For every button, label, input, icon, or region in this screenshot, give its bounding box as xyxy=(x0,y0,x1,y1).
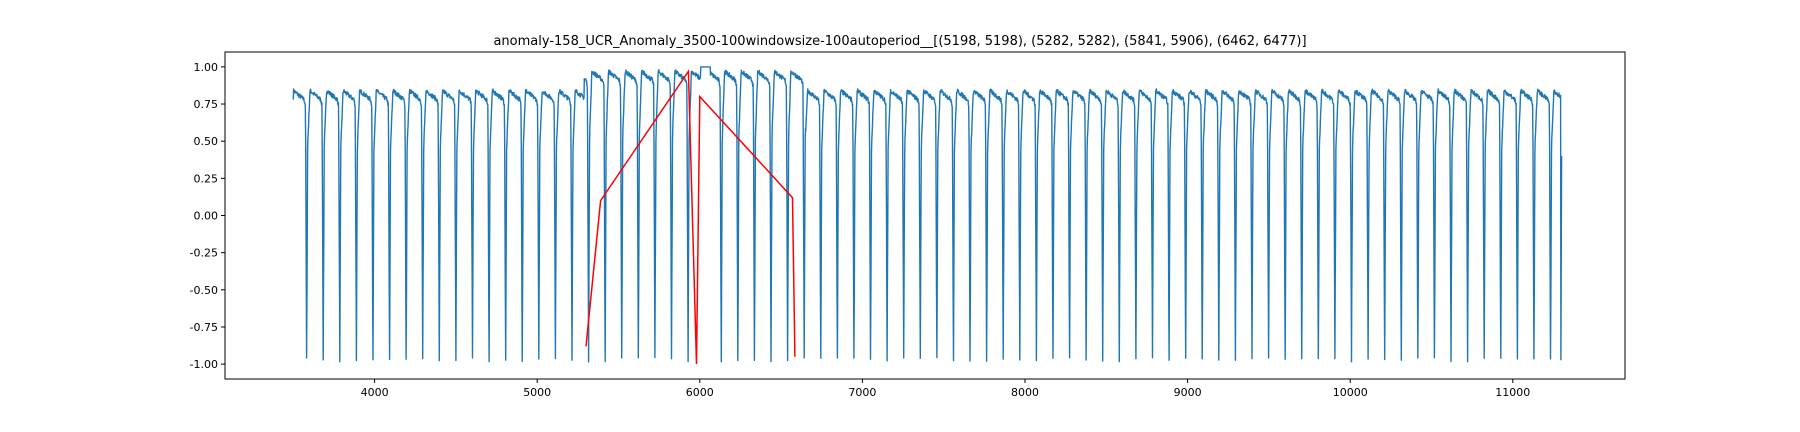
series-line-signal xyxy=(292,66,1563,363)
y-axis: 1.00 0.75 0.50 0.25 0.00 -0.25 -0.50 -0.75 -1.00 xyxy=(190,61,225,371)
y-tick-label: -0.75 xyxy=(190,321,218,334)
series-line-score xyxy=(585,68,796,365)
x-axis: 4000 5000 6000 7000 8000 9000 10000 11000 xyxy=(361,379,1530,399)
x-tick-label: 9000 xyxy=(1174,386,1202,399)
y-tick-label: -0.25 xyxy=(190,247,218,260)
y-tick-label: 0.50 xyxy=(194,135,219,148)
y-tick-label: 1.00 xyxy=(194,61,219,74)
y-tick-label: 0.75 xyxy=(194,98,219,111)
plot-frame xyxy=(224,51,1626,380)
x-tick-label: 6000 xyxy=(686,386,714,399)
x-tick-label: 10000 xyxy=(1333,386,1368,399)
x-tick-label: 8000 xyxy=(1011,386,1039,399)
x-tick-label: 11000 xyxy=(1495,386,1530,399)
x-tick-label: 7000 xyxy=(848,386,876,399)
y-tick-label: -1.00 xyxy=(190,358,218,371)
y-tick-label: 0.25 xyxy=(194,172,219,185)
chart-title: anomaly-158_UCR_Anomaly_3500-100windowsi… xyxy=(493,34,1306,49)
y-tick-label: 0.00 xyxy=(194,210,219,223)
y-tick-label: -0.50 xyxy=(190,284,218,297)
x-tick-label: 5000 xyxy=(523,386,551,399)
plot-area xyxy=(292,66,1563,365)
x-tick-label: 4000 xyxy=(361,386,389,399)
